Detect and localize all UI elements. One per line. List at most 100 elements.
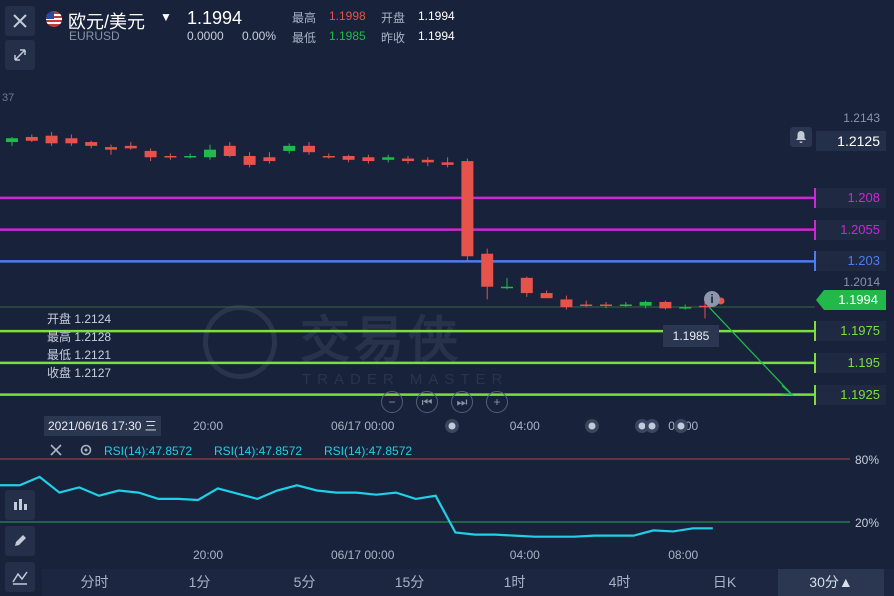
ohlc-open: 开盘 1.2124: [47, 312, 112, 326]
candle-body: [6, 138, 18, 143]
chevron-down-icon[interactable]: ▼: [160, 10, 172, 24]
candle: [402, 156, 414, 164]
candle-body: [283, 145, 296, 151]
candle: [560, 295, 573, 310]
close-icon: [13, 14, 27, 28]
candle-body: [204, 149, 216, 158]
hline-label[interactable]: 1.208: [814, 187, 886, 208]
current-price-label: 1.1994: [838, 292, 878, 307]
collapse-icon: [14, 49, 26, 61]
header-change-pct: 0.00%: [242, 29, 277, 43]
watermark-cn: 交易侠: [300, 312, 462, 368]
candle: [540, 290, 553, 299]
candle-body: [243, 156, 256, 165]
close-indicator-icon[interactable]: [48, 442, 64, 463]
info-icon[interactable]: i: [704, 291, 720, 307]
close-button[interactable]: [5, 6, 35, 36]
candle-body: [164, 156, 177, 158]
hline-label[interactable]: 1.203: [814, 251, 886, 272]
candle: [481, 248, 494, 300]
high-value: 1.1998: [329, 9, 366, 23]
candle-body: [223, 145, 236, 156]
zoom-out-button[interactable]: −: [381, 391, 403, 413]
chart-type-button[interactable]: [5, 562, 35, 592]
price-box-label: 1.2125: [816, 130, 886, 151]
candle-body: [481, 253, 494, 287]
event-marker-dot: [638, 422, 646, 430]
timeframe-tab[interactable]: 1分: [188, 574, 211, 590]
flag-icon: [46, 11, 62, 27]
time-tick-label: 04:00: [509, 548, 540, 562]
symbol-name[interactable]: 欧元/美元: [68, 12, 146, 32]
collapse-button[interactable]: [5, 40, 35, 70]
current-price-tag: 1.1994: [816, 290, 886, 310]
candle-body: [540, 293, 553, 299]
timeframe-tab[interactable]: 4时: [608, 574, 631, 590]
hline-label[interactable]: 1.1975: [814, 321, 886, 342]
candle-body: [560, 299, 573, 308]
rsi-label-2: RSI(14):47.8572: [214, 444, 303, 458]
candle: [263, 152, 276, 164]
candle: [362, 154, 375, 164]
price-axis-label: 1.2143: [843, 110, 880, 125]
candle-body: [45, 135, 58, 144]
low-value: 1.1985: [329, 29, 366, 43]
time-tick-label: 06/17 00:00: [331, 548, 395, 562]
candle: [184, 153, 197, 159]
low-marker-label: 1.1985: [663, 325, 719, 347]
hline-label[interactable]: 1.2055: [814, 219, 886, 240]
candle-body: [461, 161, 474, 257]
zoom-in-button[interactable]: +: [486, 391, 508, 413]
timeframe-tab[interactable]: 30分▲: [778, 569, 884, 596]
header-price: 1.1994: [187, 8, 243, 28]
timeframe-tab[interactable]: 15分: [394, 574, 425, 590]
candle-body: [600, 304, 612, 306]
candle: [461, 158, 474, 262]
rsi-line: [0, 475, 713, 538]
candle-body: [402, 158, 414, 162]
draw-tool-button[interactable]: [5, 526, 35, 556]
timeframe-tab[interactable]: 5分: [293, 574, 316, 590]
time-tick-label: 08:00: [668, 548, 699, 562]
candle: [144, 148, 157, 162]
candle: [65, 134, 78, 146]
time-tick-label: 20:00: [193, 419, 224, 433]
event-markers[interactable]: [0, 416, 894, 436]
candle-body: [421, 159, 434, 163]
candle: [382, 154, 395, 163]
price-axis-label: 1.2014: [843, 274, 880, 289]
candle-body: [520, 277, 533, 294]
candle-body: [342, 156, 355, 160]
bell-button[interactable]: [790, 127, 812, 147]
candle: [124, 142, 137, 150]
candle-body: [65, 138, 78, 144]
pencil-icon: [15, 535, 26, 546]
candle: [204, 144, 216, 160]
hline-label[interactable]: 1.195: [814, 352, 886, 373]
timeframe-tab[interactable]: 1时: [503, 574, 526, 590]
candle: [45, 131, 58, 146]
price-chart[interactable]: [0, 0, 894, 440]
candle: [85, 140, 98, 149]
event-marker-dot: [588, 422, 596, 430]
scroll-right-button[interactable]: ⏭: [451, 391, 473, 413]
candle: [619, 301, 632, 308]
scroll-left-button[interactable]: ⏮: [416, 391, 438, 413]
open-value: 1.1994: [418, 9, 455, 23]
line-chart-icon: [12, 571, 28, 585]
timeframe-tab[interactable]: 日K: [712, 574, 737, 590]
rsi-chart[interactable]: [0, 440, 894, 568]
gear-icon[interactable]: [78, 442, 94, 463]
left-axis-fragment: 37: [2, 92, 15, 104]
hline-label[interactable]: 1.1925: [814, 384, 886, 405]
rsi-label-3: RSI(14):47.8572: [324, 444, 413, 458]
candle-body: [441, 162, 454, 165]
ohlc-high: 最高 1.2128: [47, 330, 112, 344]
timeframe-tab[interactable]: 分时: [80, 574, 109, 590]
indicator-tool-button[interactable]: [5, 490, 35, 520]
candle: [164, 153, 177, 160]
open-label: 开盘: [381, 11, 406, 25]
time-tick-label: 04:00: [509, 419, 540, 433]
candle-body: [699, 305, 711, 308]
rsi-lower-label: 20%: [855, 516, 880, 530]
